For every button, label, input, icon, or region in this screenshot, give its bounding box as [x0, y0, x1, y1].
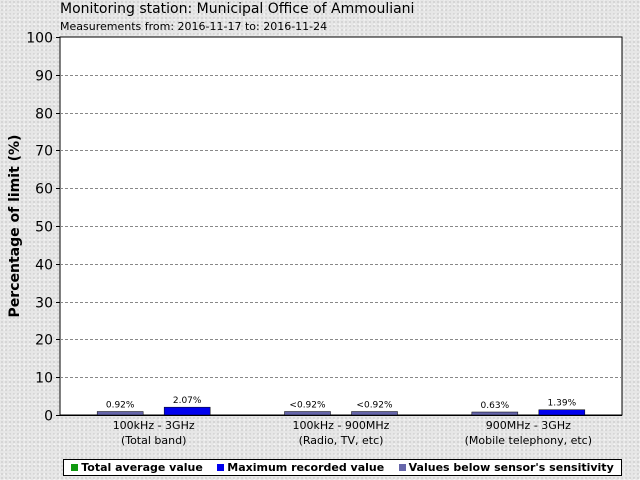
legend-swatch-below [398, 464, 406, 471]
x-tick-label-sub: (Radio, TV, etc) [299, 434, 384, 447]
chart-subtitle: Measurements from: 2016-11-17 to: 2016-1… [60, 20, 328, 33]
x-tick-label: 900MHz - 3GHz [486, 419, 571, 432]
bar [284, 411, 331, 416]
bar-data-label: <0.92% [289, 401, 326, 411]
bar [163, 406, 211, 416]
legend-swatch-max [217, 464, 225, 471]
legend-swatch-average [71, 464, 79, 471]
bar-data-label: <0.92% [356, 401, 393, 411]
x-tick-label-sub: (Mobile telephony, etc) [465, 434, 592, 447]
x-tick-label: 100kHz - 900MHz [293, 419, 390, 432]
bar-data-label: 2.07% [173, 396, 202, 406]
bar [538, 409, 586, 416]
y-tick-label: 0 [44, 409, 53, 425]
x-tick-label-sub: (Total band) [121, 434, 186, 447]
y-tick-label: 70 [35, 144, 53, 160]
bar-data-label: 1.39% [548, 399, 577, 409]
y-tick-label: 100 [26, 31, 53, 47]
bar-data-label: 0.92% [106, 401, 135, 411]
y-tick-label: 80 [35, 107, 53, 123]
y-axis-label: Percentage of limit (%) [7, 135, 23, 318]
bar [96, 411, 144, 416]
legend-item-max: Maximum recorded value [217, 461, 384, 474]
y-tick-label: 60 [35, 182, 53, 198]
bar [471, 411, 519, 416]
bar-data-label: 0.63% [481, 401, 510, 411]
y-tick-label: 30 [35, 296, 53, 312]
legend-label-max: Maximum recorded value [227, 461, 385, 474]
legend-label-average: Total average value [81, 461, 203, 474]
legend-label-below: Values below sensor's sensitivity [408, 461, 614, 474]
y-tick-label: 40 [35, 258, 53, 274]
legend-item-below: Values below sensor's sensitivity [398, 461, 614, 474]
chart-title: Monitoring station: Municipal Office of … [60, 1, 415, 17]
bar [351, 411, 398, 416]
y-tick-label: 10 [35, 371, 53, 387]
y-tick-label: 90 [35, 69, 53, 85]
y-tick-label: 20 [35, 333, 53, 349]
y-tick-label: 50 [35, 220, 53, 236]
x-tick-label: 100kHz - 3GHz [113, 419, 195, 432]
legend: Total average value Maximum recorded val… [63, 459, 622, 476]
legend-item-average: Total average value [71, 461, 203, 474]
